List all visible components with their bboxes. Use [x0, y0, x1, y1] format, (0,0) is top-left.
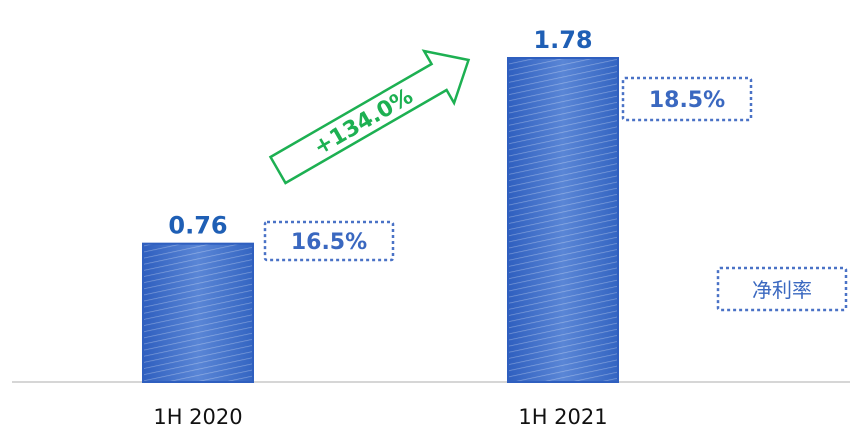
tick-labels-group: 1H 2020 1H 2021 [153, 405, 607, 429]
growth-arrow: +134.0% [268, 49, 471, 185]
x-tick-label-2: 1H 2021 [518, 405, 607, 429]
legend-net-margin: 净利率 [716, 266, 848, 312]
bars-group [142, 57, 619, 383]
growth-arrow-shape [268, 49, 471, 185]
net-margin-group: 16.5% 18.5% [263, 76, 753, 262]
growth-label: +134.0% [310, 84, 418, 161]
legend-box [716, 266, 848, 312]
bar-1-texture [144, 244, 252, 381]
x-tick-label-1: 1H 2020 [153, 405, 242, 429]
value-labels-group: 0.76 1.78 [168, 26, 592, 240]
net-margin-box-2 [621, 76, 753, 122]
value-label-2: 1.78 [533, 26, 592, 54]
value-label-1: 0.76 [168, 212, 227, 240]
bar-2-texture [509, 59, 617, 381]
net-margin-value-2: 18.5% [649, 88, 725, 113]
net-margin-box-1 [263, 220, 395, 262]
legend-label: 净利率 [752, 278, 812, 302]
net-margin-value-1: 16.5% [291, 230, 367, 255]
